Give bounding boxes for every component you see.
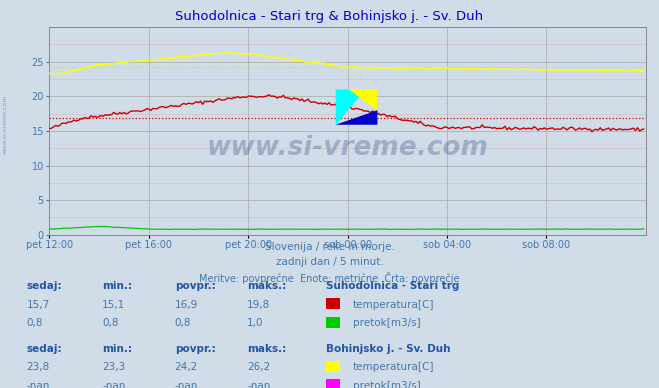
Polygon shape [348, 89, 378, 110]
Text: 23,8: 23,8 [26, 362, 49, 372]
Text: pretok[m3/s]: pretok[m3/s] [353, 381, 420, 388]
Text: -nan: -nan [175, 381, 198, 388]
Text: 15,1: 15,1 [102, 300, 125, 310]
Text: -nan: -nan [26, 381, 49, 388]
Text: Slovenija / reke in morje.: Slovenija / reke in morje. [264, 242, 395, 253]
Text: 0,8: 0,8 [26, 318, 43, 328]
Text: -nan: -nan [247, 381, 270, 388]
Text: min.:: min.: [102, 281, 132, 291]
Text: 1,0: 1,0 [247, 318, 264, 328]
Polygon shape [335, 89, 366, 125]
Text: 16,9: 16,9 [175, 300, 198, 310]
Text: 24,2: 24,2 [175, 362, 198, 372]
Polygon shape [335, 110, 378, 125]
Text: povpr.:: povpr.: [175, 281, 215, 291]
Text: 15,7: 15,7 [26, 300, 49, 310]
Text: www.si-vreme.com: www.si-vreme.com [3, 94, 8, 154]
Text: sedaj:: sedaj: [26, 343, 62, 353]
Text: Bohinjsko j. - Sv. Duh: Bohinjsko j. - Sv. Duh [326, 343, 451, 353]
Text: www.si-vreme.com: www.si-vreme.com [207, 135, 488, 161]
Text: Suhodolnica - Stari trg & Bohinjsko j. - Sv. Duh: Suhodolnica - Stari trg & Bohinjsko j. -… [175, 10, 484, 23]
Text: 23,3: 23,3 [102, 362, 125, 372]
Text: min.:: min.: [102, 343, 132, 353]
Text: 0,8: 0,8 [175, 318, 191, 328]
Text: temperatura[C]: temperatura[C] [353, 362, 434, 372]
Text: -nan: -nan [102, 381, 125, 388]
Text: temperatura[C]: temperatura[C] [353, 300, 434, 310]
Text: Meritve: povprečne  Enote: metrične  Črta: povprečje: Meritve: povprečne Enote: metrične Črta:… [199, 272, 460, 284]
Text: 26,2: 26,2 [247, 362, 270, 372]
Text: pretok[m3/s]: pretok[m3/s] [353, 318, 420, 328]
Text: maks.:: maks.: [247, 343, 287, 353]
Text: 0,8: 0,8 [102, 318, 119, 328]
Text: povpr.:: povpr.: [175, 343, 215, 353]
Text: sedaj:: sedaj: [26, 281, 62, 291]
Text: zadnji dan / 5 minut.: zadnji dan / 5 minut. [275, 257, 384, 267]
Text: 19,8: 19,8 [247, 300, 270, 310]
Text: Suhodolnica - Stari trg: Suhodolnica - Stari trg [326, 281, 459, 291]
Text: maks.:: maks.: [247, 281, 287, 291]
